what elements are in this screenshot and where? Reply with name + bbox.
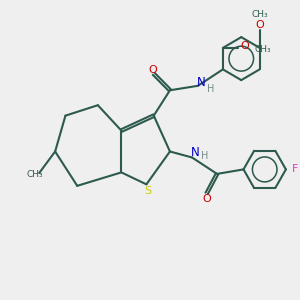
Text: H: H: [208, 84, 215, 94]
Text: O: O: [255, 20, 264, 30]
Text: N: N: [197, 76, 206, 89]
Text: F: F: [292, 164, 299, 174]
Text: CH₃: CH₃: [26, 170, 43, 179]
Text: O: O: [148, 65, 157, 75]
Text: N: N: [190, 146, 199, 159]
Text: O: O: [240, 41, 249, 51]
Text: H: H: [201, 151, 208, 161]
Text: CH₃: CH₃: [252, 10, 268, 19]
Text: O: O: [202, 194, 211, 204]
Text: CH₃: CH₃: [255, 45, 271, 54]
Text: S: S: [144, 186, 152, 196]
